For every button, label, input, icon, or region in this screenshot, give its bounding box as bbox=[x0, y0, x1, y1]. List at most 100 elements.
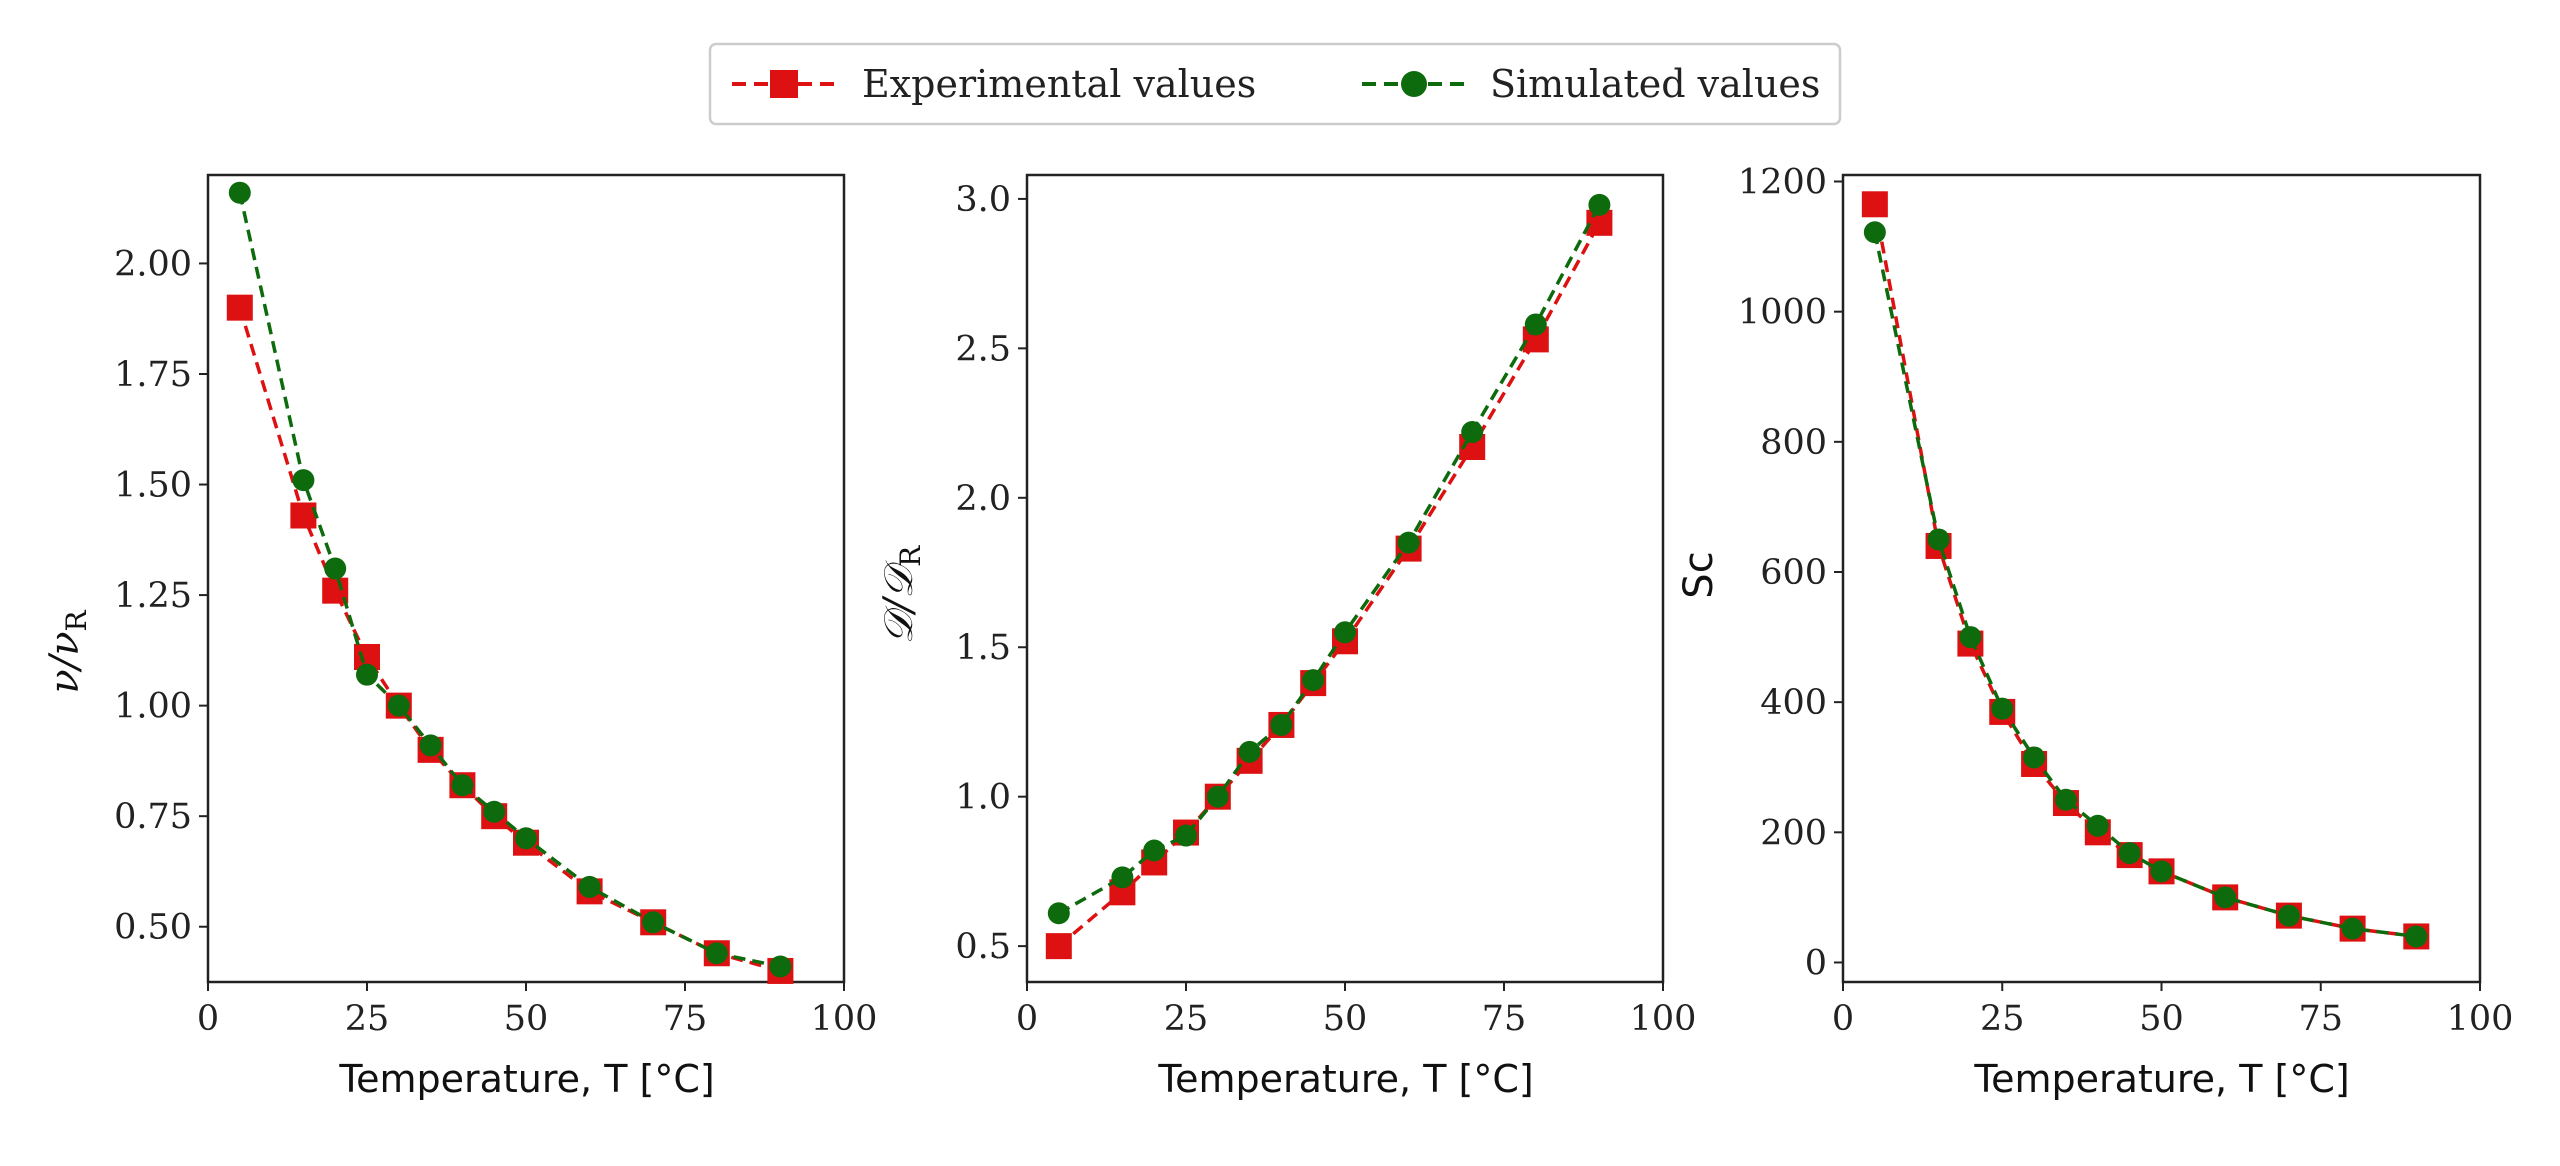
diffusivity-x-tick-label: 50 bbox=[1323, 999, 1368, 1039]
schmidt-simulated-point bbox=[2023, 746, 2046, 769]
schmidt-simulated-point bbox=[2118, 842, 2141, 865]
diffusivity-simulated-point bbox=[1397, 531, 1420, 554]
diffusivity-simulated-point bbox=[1143, 839, 1166, 862]
viscosity-simulated-point bbox=[483, 800, 506, 823]
panel-schmidt-xlabel: Temperature, T [°C] bbox=[1973, 1057, 2349, 1101]
diffusivity-simulated-point bbox=[1206, 785, 1229, 808]
schmidt-y-tick-label: 0 bbox=[1805, 943, 1827, 983]
schmidt-experimental-point bbox=[1861, 191, 1888, 218]
diffusivity-simulated-point bbox=[1175, 824, 1197, 847]
schmidt-simulated-point bbox=[2086, 814, 2109, 837]
diffusivity-simulated-point bbox=[1334, 621, 1356, 644]
schmidt-experimental-line bbox=[1873, 203, 2417, 939]
schmidt-y-tick-label: 1200 bbox=[1738, 163, 1827, 203]
viscosity-x-tick-label: 100 bbox=[811, 999, 878, 1039]
viscosity-y-tick-label: 1.50 bbox=[114, 466, 192, 506]
schmidt-simulated-point bbox=[2405, 925, 2428, 948]
diffusivity-x-tick-label: 25 bbox=[1164, 999, 1209, 1039]
diffusivity-y-tick-label: 1.0 bbox=[955, 778, 1011, 818]
viscosity-simulated-point bbox=[292, 469, 315, 492]
panel-diffusivity-ylabel: 𝒟/𝒟R bbox=[876, 545, 927, 644]
viscosity-y-tick-label: 1.25 bbox=[114, 576, 192, 616]
viscosity-simulated-point bbox=[419, 734, 442, 757]
schmidt-x-tick-label: 25 bbox=[1980, 999, 2025, 1039]
legend-frame bbox=[708, 42, 1842, 126]
viscosity-simulated-point bbox=[356, 663, 378, 686]
schmidt-y-tick-label: 600 bbox=[1760, 553, 1827, 593]
diffusivity-simulated-point bbox=[1524, 313, 1547, 336]
viscosity-experimental-point bbox=[290, 502, 317, 529]
schmidt-x-tick-label: 0 bbox=[1832, 999, 1854, 1039]
diffusivity-x-tick-label: 75 bbox=[1482, 999, 1527, 1039]
viscosity-y-tick-label: 0.75 bbox=[114, 797, 192, 837]
diffusivity-simulated-point bbox=[1588, 193, 1611, 216]
schmidt-y-tick-label: 1000 bbox=[1738, 293, 1827, 333]
viscosity-simulated-point bbox=[515, 827, 537, 850]
panel-schmidt: Sc Temperature, T [°C] 0 25 50 75 1000200400… bbox=[1676, 163, 2513, 1101]
legend-entry-experimental: Experimental values bbox=[732, 62, 1256, 106]
diffusivity-simulated-line bbox=[1057, 204, 1601, 915]
schmidt-simulated-line bbox=[1873, 231, 2417, 939]
viscosity-simulated-line bbox=[238, 192, 781, 969]
viscosity-experimental-line bbox=[238, 307, 781, 973]
schmidt-simulated-point bbox=[1991, 697, 2014, 720]
viscosity-x-tick-label: 75 bbox=[663, 999, 708, 1039]
legend-simulated-label: Simulated values bbox=[1490, 62, 1820, 106]
diffusivity-y-tick-label: 3.0 bbox=[955, 180, 1011, 220]
viscosity-x-tick-label: 0 bbox=[197, 999, 219, 1039]
legend-experimental-marker bbox=[770, 70, 798, 98]
diffusivity-simulated-point bbox=[1302, 669, 1325, 692]
schmidt-simulated-point bbox=[2277, 904, 2300, 927]
panel-diffusivity-xlabel: Temperature, T [°C] bbox=[1157, 1057, 1533, 1101]
legend-entry-simulated: Simulated values bbox=[1362, 62, 1820, 106]
schmidt-x-tick-label: 50 bbox=[2139, 999, 2184, 1039]
viscosity-simulated-point bbox=[228, 181, 251, 204]
panel-viscosity-xlabel: Temperature, T [°C] bbox=[338, 1057, 714, 1101]
viscosity-axes-frame bbox=[206, 173, 846, 984]
diffusivity-x-tick-label: 100 bbox=[1630, 999, 1697, 1039]
legend: Experimental values Simulated values bbox=[708, 42, 1842, 126]
panel-diffusivity: 𝒟/𝒟R Temperature, T [°C] 0 25 50 75 100 0.5 1.… bbox=[876, 173, 1697, 1101]
panel-viscosity-ylabel: ν/νR bbox=[42, 609, 93, 693]
schmidt-simulated-point bbox=[2214, 886, 2237, 909]
panel-diffusivity-plot: 0 25 50 75 100 0.5 1.0 1.5 2.0 2.5 3.0 bbox=[955, 173, 1697, 1039]
panel-viscosity-plot: 0 25 50 75 100 0.50 0.75 1.00 1.25 1.50 1.75 2.00 bbox=[114, 173, 878, 1039]
schmidt-x-tick-label: 100 bbox=[2447, 999, 2514, 1039]
viscosity-simulated-point bbox=[578, 875, 601, 898]
schmidt-simulated-point bbox=[1863, 221, 1886, 244]
diffusivity-axes-frame bbox=[1025, 173, 1665, 984]
viscosity-x-tick-label: 25 bbox=[345, 999, 390, 1039]
viscosity-simulated-point bbox=[705, 942, 728, 965]
diffusivity-simulated-point bbox=[1270, 713, 1293, 736]
diffusivity-y-tick-label: 1.5 bbox=[955, 628, 1011, 668]
viscosity-x-tick-label: 50 bbox=[504, 999, 549, 1039]
schmidt-simulated-point bbox=[2150, 860, 2173, 883]
viscosity-simulated-point bbox=[387, 694, 410, 717]
schmidt-y-tick-label: 800 bbox=[1760, 423, 1827, 463]
diffusivity-simulated-point bbox=[1047, 902, 1070, 925]
schmidt-simulated-point bbox=[2341, 917, 2364, 940]
viscosity-simulated-point bbox=[642, 911, 665, 934]
schmidt-y-tick-label: 400 bbox=[1760, 683, 1827, 723]
viscosity-y-tick-label: 0.50 bbox=[114, 908, 192, 948]
diffusivity-x-tick-label: 0 bbox=[1016, 999, 1038, 1039]
viscosity-y-tick-label: 1.00 bbox=[114, 687, 192, 727]
schmidt-simulated-point bbox=[1959, 626, 1982, 649]
viscosity-simulated-point bbox=[769, 955, 792, 978]
panel-schmidt-ylabel: Sc bbox=[1676, 551, 1722, 598]
schmidt-x-tick-label: 75 bbox=[2298, 999, 2343, 1039]
panel-viscosity: ν/νR Temperature, T [°C] 0 25 50 75 1000.500… bbox=[42, 173, 878, 1101]
schmidt-y-tick-label: 200 bbox=[1760, 813, 1827, 853]
diffusivity-simulated-point bbox=[1461, 421, 1484, 444]
legend-experimental-label: Experimental values bbox=[862, 62, 1256, 106]
schmidt-simulated-point bbox=[1927, 528, 1950, 551]
diffusivity-experimental-line bbox=[1057, 221, 1601, 948]
viscosity-experimental-point bbox=[226, 294, 253, 321]
viscosity-y-tick-label: 1.75 bbox=[114, 355, 192, 395]
schmidt-simulated-point bbox=[2054, 788, 2077, 811]
diffusivity-y-tick-label: 2.5 bbox=[955, 329, 1011, 369]
viscosity-y-tick-label: 2.00 bbox=[114, 244, 192, 284]
diffusivity-y-tick-label: 0.5 bbox=[955, 927, 1011, 967]
